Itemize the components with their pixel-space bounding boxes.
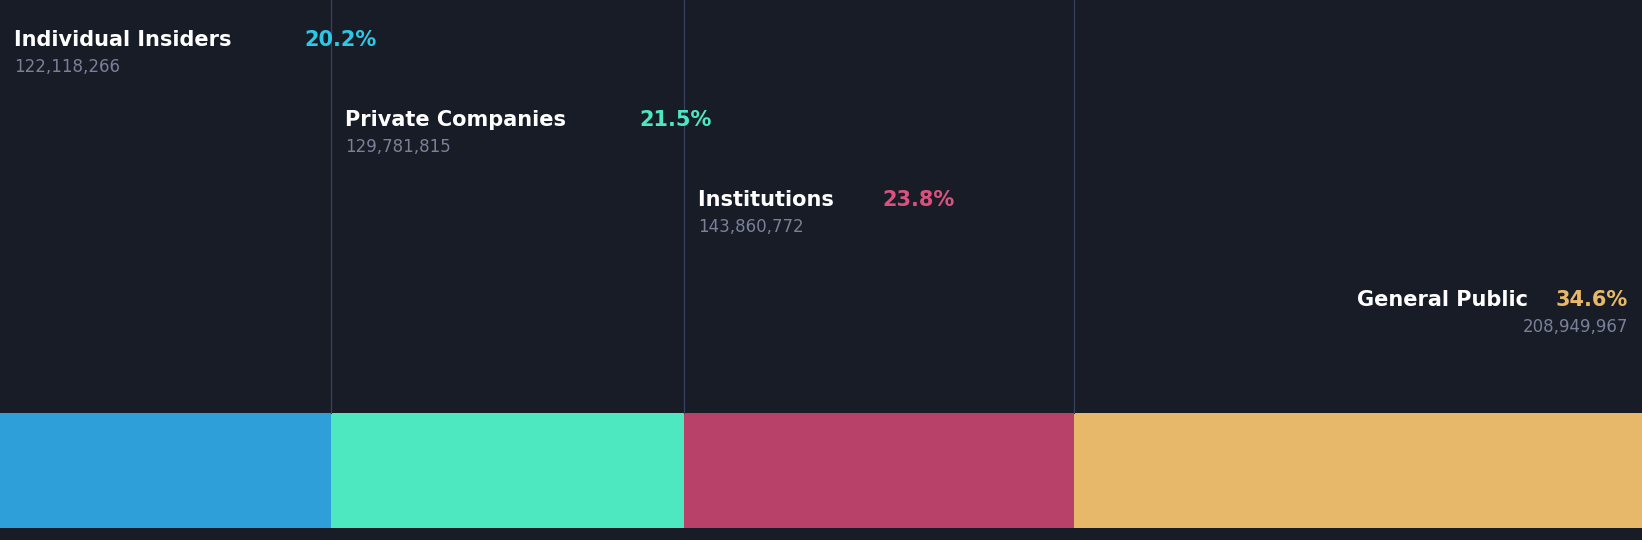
Text: 122,118,266: 122,118,266 xyxy=(15,58,120,76)
Text: 143,860,772: 143,860,772 xyxy=(698,218,803,236)
Text: 208,949,967: 208,949,967 xyxy=(1522,318,1627,336)
Bar xyxy=(685,413,1074,528)
Bar xyxy=(0,413,332,528)
Text: General Public: General Public xyxy=(1356,290,1535,310)
Text: 34.6%: 34.6% xyxy=(1555,290,1627,310)
Text: Individual Insiders: Individual Insiders xyxy=(15,30,238,50)
Bar xyxy=(1074,413,1642,528)
Text: 23.8%: 23.8% xyxy=(883,190,956,210)
Text: Institutions: Institutions xyxy=(698,190,841,210)
Text: 129,781,815: 129,781,815 xyxy=(345,138,452,156)
Bar xyxy=(332,413,685,528)
Text: 20.2%: 20.2% xyxy=(304,30,376,50)
Text: Private Companies: Private Companies xyxy=(345,110,573,130)
Text: 21.5%: 21.5% xyxy=(640,110,713,130)
